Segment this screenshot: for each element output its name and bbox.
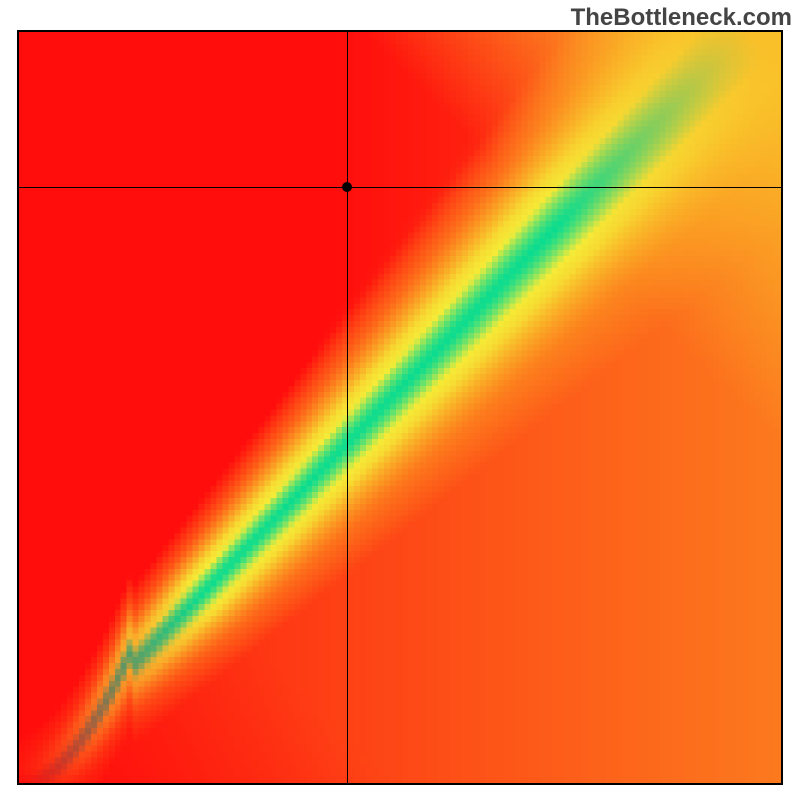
crosshair-vertical bbox=[347, 32, 348, 783]
crosshair-marker bbox=[342, 182, 352, 192]
plot-frame bbox=[17, 30, 783, 785]
chart-container: TheBottleneck.com bbox=[0, 0, 800, 800]
attribution-label: TheBottleneck.com bbox=[571, 4, 792, 32]
heatmap bbox=[19, 32, 783, 785]
crosshair-horizontal bbox=[19, 187, 781, 188]
